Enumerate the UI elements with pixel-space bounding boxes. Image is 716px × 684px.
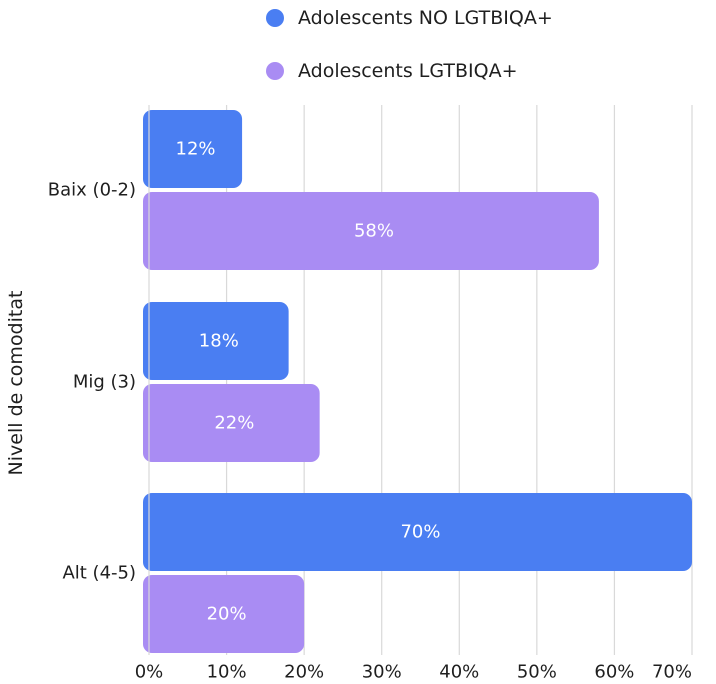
legend-item-no-lgtbiqa: Adolescents NO LGTBIQA+ xyxy=(266,7,553,29)
bar-lgtbiqa-1 xyxy=(143,384,320,462)
bar-data-label: 70% xyxy=(400,522,440,543)
legend-item-lgtbiqa: Adolescents LGTBIQA+ xyxy=(266,60,518,82)
x-tick-label: 50% xyxy=(517,662,557,683)
y-tick-label: Baix (0-2) xyxy=(48,180,136,201)
y-tick-label: Mig (3) xyxy=(73,372,136,393)
bar-data-label: 20% xyxy=(207,604,247,625)
y-tick-label: Alt (4-5) xyxy=(62,563,136,584)
bar-data-label: 22% xyxy=(214,413,254,434)
bar-no-lgtbiqa-0 xyxy=(143,110,243,188)
legend-dot-icon xyxy=(266,9,284,27)
x-tick-label: 40% xyxy=(439,662,479,683)
legend-label: Adolescents NO LGTBIQA+ xyxy=(298,7,553,29)
bar-lgtbiqa-2 xyxy=(143,575,305,653)
x-tick-label: 70% xyxy=(652,662,692,683)
bar-data-label: 18% xyxy=(199,331,239,352)
legend-dot-icon xyxy=(266,62,284,80)
legend-label: Adolescents LGTBIQA+ xyxy=(298,60,518,82)
x-tick-label: 10% xyxy=(207,662,247,683)
x-tick-label: 0% xyxy=(135,662,164,683)
bar-no-lgtbiqa-2 xyxy=(143,493,692,571)
x-tick-label: 20% xyxy=(284,662,324,683)
bar-lgtbiqa-0 xyxy=(143,192,599,270)
x-tick-label: 60% xyxy=(594,662,634,683)
bar-data-label: 12% xyxy=(176,139,216,160)
bar-data-label: 58% xyxy=(354,221,394,242)
bar-no-lgtbiqa-1 xyxy=(143,302,289,380)
x-tick-label: 30% xyxy=(362,662,402,683)
